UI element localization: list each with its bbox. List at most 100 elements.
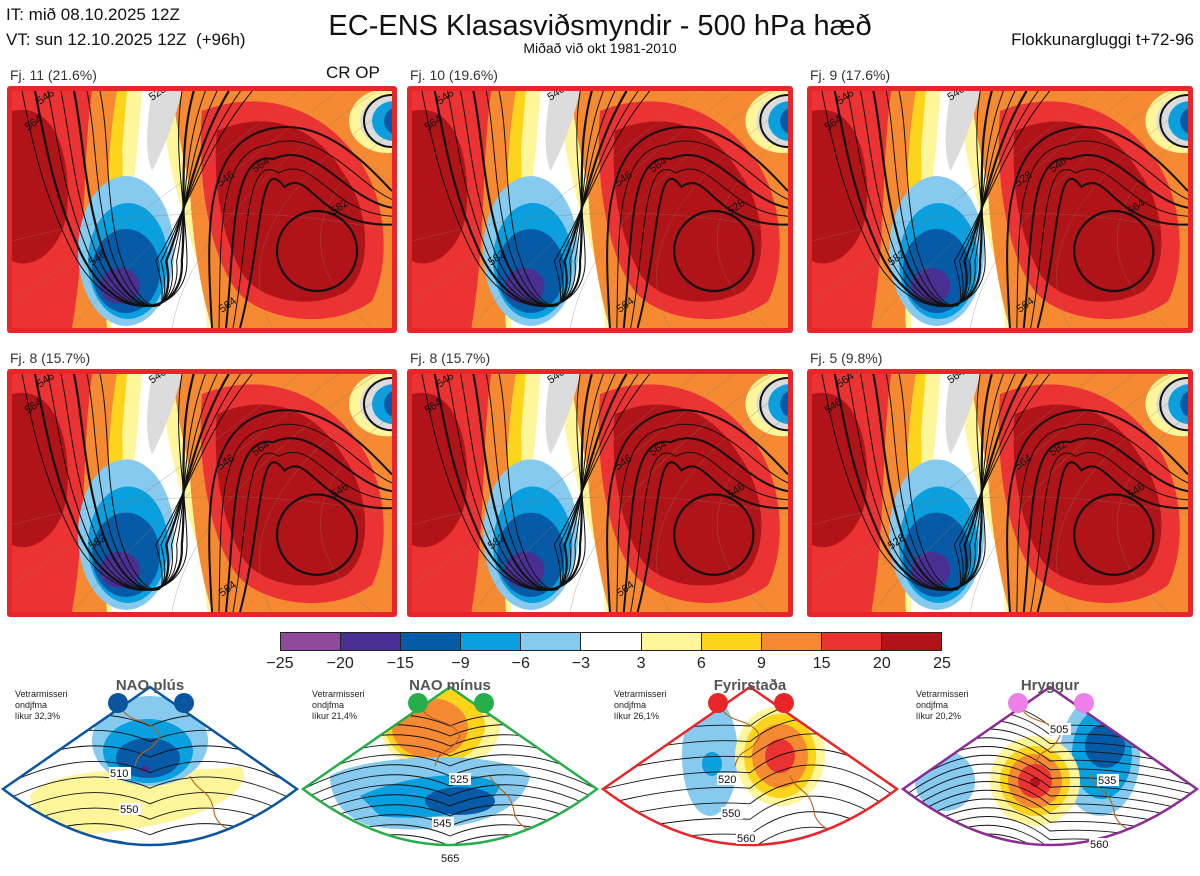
anomaly-area bbox=[412, 109, 468, 264]
regime-layer bbox=[303, 687, 597, 845]
cluster-label-6: Fj. 5 (9.8%) bbox=[810, 350, 883, 366]
graticule-line bbox=[258, 388, 392, 612]
graticule-line bbox=[471, 91, 736, 328]
height-contour bbox=[630, 168, 788, 328]
contour-label: 550 bbox=[120, 804, 138, 816]
colorbar-swatch bbox=[461, 633, 522, 650]
cluster-map-4[interactable]: 546 564 546 564 582 546 546 564 bbox=[7, 369, 397, 617]
label-bg bbox=[119, 803, 141, 815]
negative-anomaly bbox=[372, 384, 392, 425]
cluster-label-2: Fj. 10 (19.6%) bbox=[410, 67, 498, 83]
height-contour bbox=[903, 781, 1197, 826]
anomaly-area bbox=[545, 374, 581, 455]
height-contour bbox=[1030, 168, 1188, 328]
cr-op-label: CR OP bbox=[326, 63, 380, 82]
regime-outline bbox=[600, 685, 900, 847]
height-contour bbox=[3, 792, 297, 825]
graticule-line bbox=[12, 496, 392, 525]
colorbar-swatch bbox=[821, 633, 882, 650]
height-contour bbox=[673, 493, 755, 576]
height-contour bbox=[1022, 153, 1188, 328]
label-bg bbox=[432, 817, 454, 829]
graticule-line bbox=[871, 91, 1136, 328]
negative-anomaly bbox=[384, 108, 392, 134]
graticule-line bbox=[12, 91, 301, 302]
graticule-line bbox=[412, 374, 697, 586]
graticule-line bbox=[12, 212, 392, 242]
cluster-map-6[interactable]: 564 546 564 582 528 546 564 bbox=[807, 369, 1193, 617]
colorbar-swatch bbox=[341, 633, 402, 650]
height-contour bbox=[1036, 178, 1188, 328]
graticule-line bbox=[1117, 131, 1188, 328]
height-contour bbox=[622, 437, 788, 612]
height-contour bbox=[1006, 126, 1188, 328]
page-subtitle: Miðað við okt 1981-2010 bbox=[523, 40, 677, 56]
negative-anomaly bbox=[372, 101, 392, 141]
negative-anomaly bbox=[768, 384, 788, 425]
height-contour bbox=[303, 784, 597, 817]
graticule-line bbox=[71, 91, 339, 328]
regime-marker-dot bbox=[174, 693, 194, 713]
height-contour bbox=[225, 437, 392, 612]
valid-time: VT: sun 12.10.2025 12Z (+96h) bbox=[6, 30, 246, 49]
cluster-map-1[interactable]: 546 564 546 564 546 582 528 564 bbox=[7, 86, 397, 333]
label-bg bbox=[1049, 723, 1071, 735]
height-contour bbox=[606, 126, 788, 328]
graticule-line bbox=[871, 374, 1136, 612]
height-contour bbox=[603, 764, 897, 809]
graticule-line bbox=[656, 105, 788, 328]
height-contour bbox=[498, 91, 651, 307]
colorbar-tick-label: −9 bbox=[451, 655, 470, 672]
height-contour bbox=[603, 780, 897, 825]
regime-outline bbox=[300, 685, 600, 847]
colorbar-swatch bbox=[581, 633, 642, 650]
contour-label: 550 bbox=[722, 808, 740, 820]
colorbar-swatch bbox=[761, 633, 822, 650]
height-contour bbox=[3, 760, 297, 794]
colorbar-tick-label: −15 bbox=[386, 655, 414, 672]
height-contour bbox=[1073, 493, 1155, 576]
regime-title: Fyrirstaða bbox=[713, 677, 787, 694]
graticule-line bbox=[320, 131, 392, 328]
height-contour bbox=[225, 153, 392, 328]
graticule-line bbox=[717, 131, 788, 328]
contour-label: 560 bbox=[737, 833, 755, 845]
negative-anomaly bbox=[780, 108, 788, 134]
height-contour bbox=[616, 423, 788, 612]
negative-anomaly bbox=[1014, 852, 1046, 862]
height-contour bbox=[1006, 409, 1188, 612]
graticule-line bbox=[320, 414, 392, 612]
regime-marker-dot bbox=[1074, 693, 1094, 713]
height-contour bbox=[275, 493, 359, 576]
colorbar-tick-label: 6 bbox=[696, 655, 706, 672]
height-contour bbox=[898, 91, 1051, 307]
height-contour bbox=[636, 461, 788, 612]
positive-anomaly bbox=[765, 739, 795, 773]
regime-nao-minus: 525 545 565 NAO mínus Vetrarmisseri ondjfm… bbox=[300, 676, 600, 871]
graticule-line bbox=[717, 414, 788, 612]
cluster-map-3[interactable]: 546 564 528 546 582 564 546 564 bbox=[807, 86, 1193, 333]
label-bg bbox=[440, 852, 462, 864]
negative-anomaly bbox=[1180, 108, 1188, 134]
anomaly-area bbox=[545, 91, 581, 171]
regime-outline bbox=[900, 685, 1200, 847]
colorbar-tick-label: 9 bbox=[757, 655, 766, 672]
height-contour bbox=[303, 774, 597, 807]
label-bg bbox=[736, 832, 758, 844]
height-contour bbox=[1030, 451, 1188, 612]
colorbar-tick-label: −3 bbox=[571, 655, 591, 672]
cluster-map-5[interactable]: 546 564 546 564 582 546 546 564 bbox=[407, 369, 793, 617]
height-contour bbox=[208, 409, 392, 612]
anomaly-area bbox=[12, 109, 68, 264]
cluster-label-1: Fj. 11 (21.6%) bbox=[10, 67, 97, 83]
negative-anomaly bbox=[768, 101, 788, 141]
negative-anomaly bbox=[116, 738, 180, 778]
colorbar-swatch bbox=[401, 633, 462, 650]
cluster-map-2[interactable]: 546 564 546 564 582 528 546 564 bbox=[407, 86, 793, 333]
